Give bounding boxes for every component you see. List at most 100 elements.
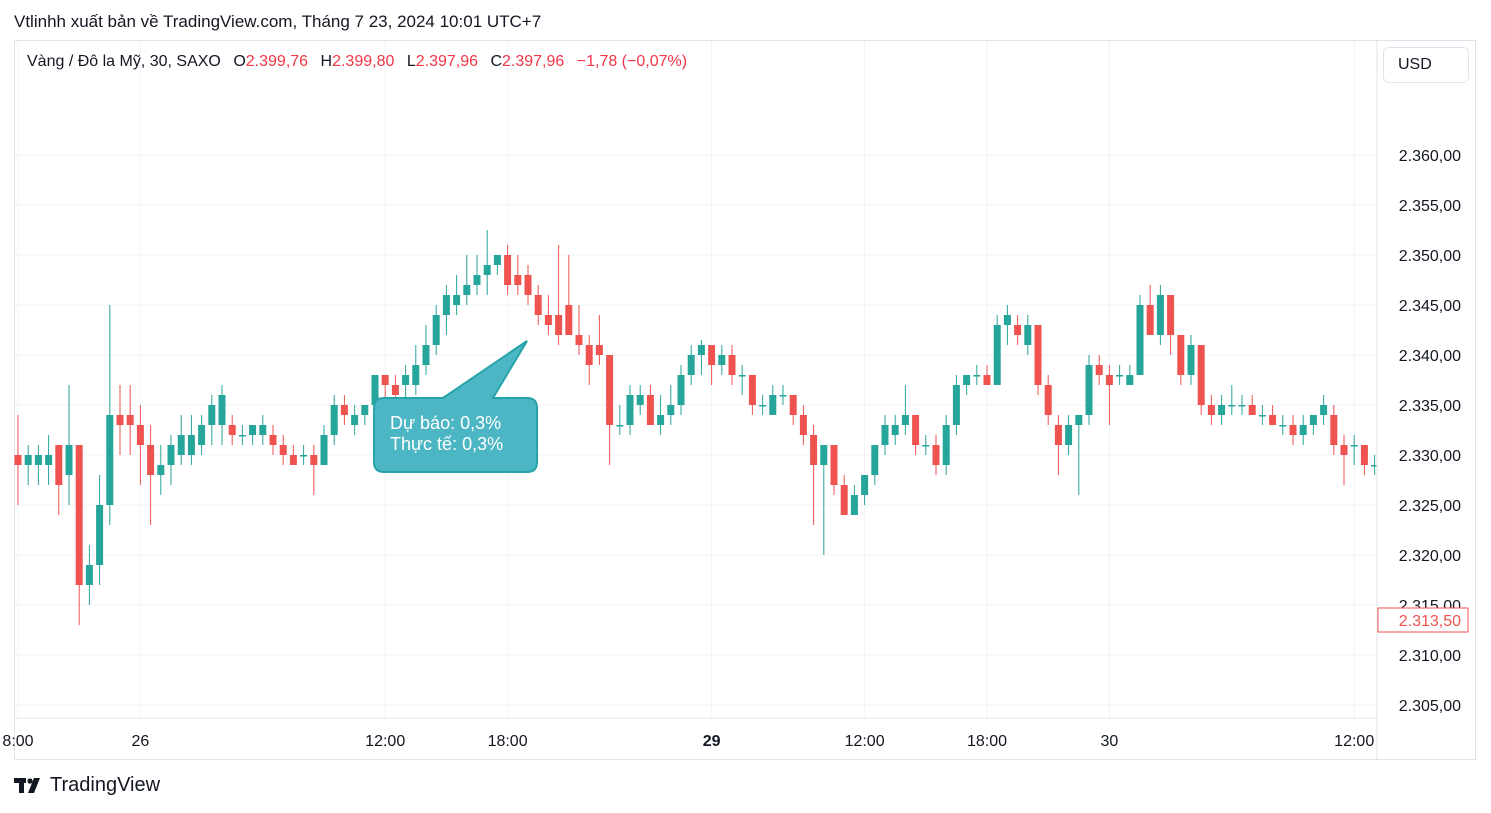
- candle: [34, 445, 42, 485]
- candle-body: [1075, 415, 1083, 425]
- candle: [1085, 355, 1093, 425]
- candle-body: [340, 405, 348, 415]
- candle-body: [799, 415, 807, 435]
- candle-body: [861, 475, 869, 495]
- candle-body: [1350, 445, 1358, 447]
- candle: [351, 405, 359, 435]
- candle: [330, 395, 338, 445]
- candle: [708, 345, 716, 385]
- candle: [871, 445, 879, 485]
- candle-body: [575, 335, 583, 345]
- candle: [96, 475, 104, 585]
- candle-body: [320, 435, 328, 465]
- candle: [310, 445, 318, 495]
- candle-body: [932, 445, 940, 465]
- candle-body: [493, 255, 501, 265]
- published-caption: Vtlinhh xuất bản về TradingView.com, Thá…: [14, 12, 542, 31]
- candle: [789, 395, 797, 425]
- candle-body: [14, 455, 22, 465]
- candle: [55, 445, 63, 515]
- candle: [187, 415, 195, 465]
- candle-body: [300, 455, 308, 457]
- candle-body: [514, 275, 522, 285]
- callout-bubble: [373, 340, 538, 473]
- high-label: H: [320, 53, 333, 70]
- symbol-label: Vàng / Đô la Mỹ, 30, SAXO: [27, 53, 221, 70]
- candle: [1105, 365, 1113, 425]
- candle-body: [136, 425, 144, 445]
- time-tick-label: 18:00: [488, 733, 528, 750]
- candle: [116, 385, 124, 455]
- tradingview-brand[interactable]: TradingView: [14, 774, 160, 797]
- candle: [136, 405, 144, 485]
- candle-body: [228, 425, 236, 435]
- candle: [912, 415, 920, 455]
- candle-body: [748, 375, 756, 405]
- candle: [891, 415, 899, 445]
- candle-body: [1371, 465, 1379, 467]
- forecast-callout: Dự báo: 0,3% Thực tế: 0,3%: [373, 340, 538, 473]
- candle: [177, 415, 185, 465]
- candle-body: [1330, 415, 1338, 445]
- candle: [626, 385, 634, 435]
- candle: [483, 230, 491, 295]
- candle-body: [901, 415, 909, 425]
- price-tick-label: 2.310,00: [1399, 648, 1461, 665]
- close-value: 2.397,96: [502, 53, 565, 70]
- candle: [646, 385, 654, 425]
- candle: [167, 435, 175, 485]
- candle-body: [391, 385, 399, 395]
- candle: [830, 445, 838, 495]
- candle: [493, 255, 501, 275]
- currency-button[interactable]: USD: [1383, 47, 1469, 83]
- candle: [901, 385, 909, 435]
- candle-body: [24, 455, 32, 465]
- time-tick-label: 8:00: [2, 733, 33, 750]
- candle-body: [157, 465, 165, 475]
- candle-body: [432, 315, 440, 345]
- candle-body: [697, 345, 705, 355]
- candle: [952, 375, 960, 435]
- candle: [983, 365, 991, 385]
- candle-body: [1167, 295, 1175, 335]
- candle: [279, 435, 287, 465]
- price-tick-label: 2.345,00: [1399, 298, 1461, 315]
- candle-body: [463, 285, 471, 295]
- candle-body: [187, 435, 195, 455]
- candle: [585, 335, 593, 385]
- candle-body: [1289, 425, 1297, 435]
- candle: [993, 315, 1001, 385]
- candle-body: [65, 445, 73, 475]
- candle: [1054, 415, 1062, 475]
- candle-body: [1003, 315, 1011, 325]
- candle: [1289, 415, 1297, 445]
- candle: [14, 415, 22, 505]
- candle-body: [208, 405, 216, 425]
- candle: [157, 445, 165, 495]
- candle: [126, 385, 134, 455]
- candle-body: [55, 445, 63, 485]
- candle-body: [595, 345, 603, 355]
- candle: [779, 385, 787, 405]
- price-tick-label: 2.355,00: [1399, 198, 1461, 215]
- candles: [14, 230, 1470, 625]
- candle: [555, 245, 563, 345]
- candle-body: [687, 355, 695, 375]
- candle-body: [1054, 425, 1062, 445]
- candle-body: [1095, 365, 1103, 375]
- candle-body: [1360, 445, 1368, 465]
- candle-body: [106, 415, 114, 505]
- candle-body: [850, 495, 858, 515]
- candle-body: [544, 315, 552, 325]
- time-axis: 8:00 26 12:00 18:00 29 12:00 18:00 30 12:00: [2, 717, 1377, 750]
- candle: [861, 475, 869, 505]
- grid-lines: [15, 41, 1377, 718]
- candle-body: [218, 395, 226, 425]
- open-value: 2.399,76: [245, 53, 309, 70]
- candle: [340, 395, 348, 425]
- price-tick-label: 2.325,00: [1399, 498, 1461, 515]
- candle-body: [708, 345, 716, 365]
- candle: [820, 445, 828, 555]
- candle-body: [1085, 365, 1093, 415]
